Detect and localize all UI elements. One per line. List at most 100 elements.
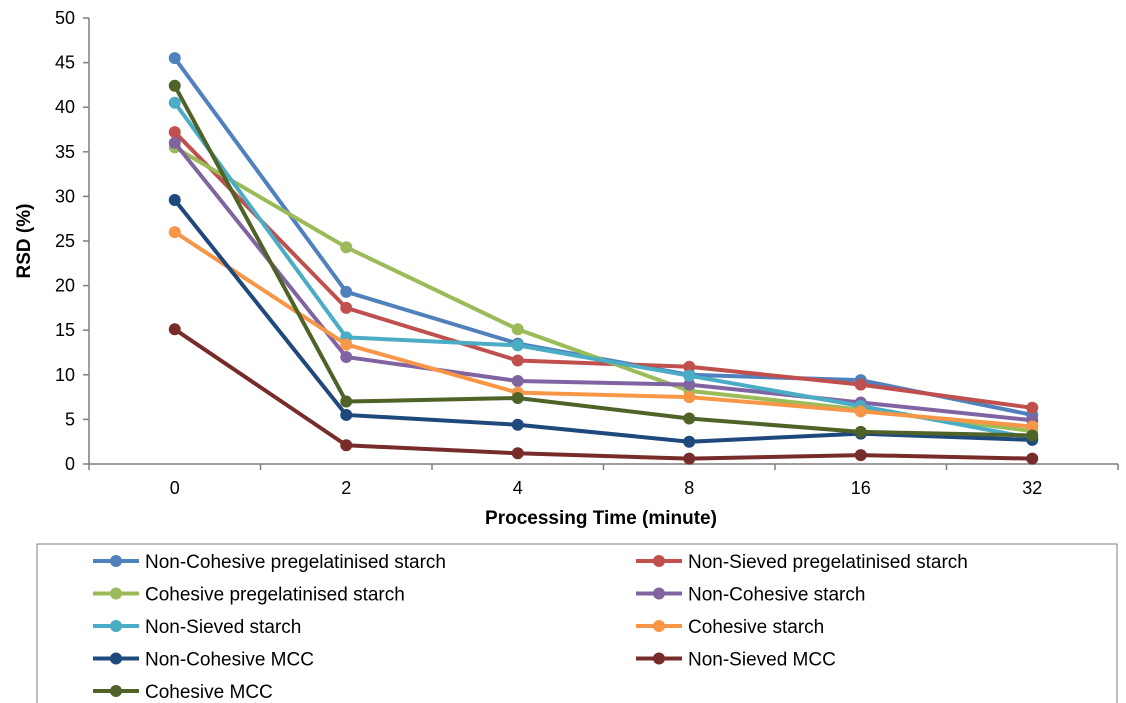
legend-label: Cohesive pregelatinised starch: [145, 585, 405, 606]
legend-item: Non-Cohesive pregelatinised starch: [93, 552, 446, 573]
legend-item: Non-Cohesive starch: [636, 585, 865, 606]
series-line: [173, 198, 1033, 444]
legend-box: [36, 543, 1118, 703]
x-tick-label: 16: [851, 478, 871, 498]
legend-marker: [110, 555, 122, 567]
legend-item: Cohesive pregelatinised starch: [93, 585, 405, 606]
series-9: [168, 79, 1039, 442]
data-point: [168, 136, 181, 149]
data-point: [340, 350, 353, 363]
data-point: [1026, 429, 1039, 442]
legend-label: Cohesive starch: [688, 617, 824, 638]
data-point: [683, 452, 696, 465]
y-tick-label: 20: [55, 276, 75, 296]
legend-marker: [653, 587, 665, 600]
data-point: [683, 391, 696, 404]
x-tick-label: 2: [341, 478, 351, 498]
data-point: [168, 323, 181, 336]
x-tick-label: 8: [684, 478, 694, 498]
data-point: [340, 395, 353, 408]
series-line: [173, 230, 1033, 429]
legend-label: Non-Cohesive MCC: [145, 650, 314, 671]
data-point: [854, 405, 867, 418]
y-tick-label: 50: [55, 8, 75, 28]
y-axis-title: RSD (%): [14, 204, 35, 279]
legend-label: Non-Sieved MCC: [688, 650, 836, 671]
y-tick-label: 10: [55, 365, 75, 385]
x-tick-label: 0: [170, 478, 180, 498]
legend-marker: [653, 555, 665, 567]
legend-marker: [110, 620, 122, 632]
series-line: [172, 84, 1033, 438]
y-tick-label: 25: [55, 231, 75, 251]
data-point: [511, 447, 524, 460]
data-point: [1026, 452, 1039, 465]
data-point: [683, 360, 696, 373]
y-axis-ticks: 0 5 10 15 20 25 30 35 40 45 50: [55, 8, 89, 474]
legend-label: Non-Cohesive starch: [688, 585, 865, 606]
series-4: [168, 136, 1039, 427]
data-point: [168, 193, 181, 206]
x-axis-title: Processing Time (minute): [485, 508, 717, 529]
legend-label: Cohesive MCC: [145, 682, 273, 703]
data-point: [340, 285, 353, 298]
legend: Non-Cohesive pregelatinised starch Non-Si…: [93, 552, 968, 703]
series-line: [173, 101, 1033, 441]
legend-label: Non-Sieved pregelatinised starch: [688, 552, 968, 573]
series-8: [168, 323, 1039, 465]
data-point: [854, 378, 867, 391]
data-point: [168, 52, 181, 65]
legend-item: Cohesive MCC: [93, 682, 273, 703]
x-tick-label: 32: [1022, 478, 1042, 498]
series-line: [173, 141, 1033, 423]
y-tick-label: 0: [65, 454, 75, 474]
legend-item: Non-Sieved MCC: [636, 650, 836, 671]
data-point: [683, 369, 696, 382]
x-axis-ticks: 0 2 4 8 16 32: [88, 464, 1119, 498]
data-point: [168, 79, 181, 92]
data-point: [1026, 401, 1039, 414]
y-tick-label: 45: [55, 53, 75, 73]
legend-marker: [110, 685, 122, 697]
y-tick-label: 35: [55, 142, 75, 162]
data-point: [511, 354, 524, 367]
legend-marker: [653, 620, 665, 632]
data-point: [340, 439, 353, 452]
data-point: [1026, 420, 1039, 433]
legend-marker: [110, 587, 122, 600]
data-point: [511, 391, 524, 404]
legend-item: Non-Cohesive MCC: [93, 650, 314, 671]
series-2: [168, 126, 1039, 414]
legend-marker: [653, 652, 665, 665]
data-point: [340, 408, 353, 421]
legend-item: Cohesive starch: [636, 617, 824, 638]
data-point: [683, 435, 696, 448]
data-point: [683, 412, 696, 425]
data-point: [511, 418, 524, 431]
series-line: [173, 327, 1033, 461]
legend-marker: [110, 652, 122, 665]
y-tick-label: 5: [65, 409, 75, 429]
legend-item: Non-Sieved pregelatinised starch: [636, 552, 968, 573]
data-point: [854, 449, 867, 462]
y-tick-label: 40: [55, 97, 75, 117]
data-point: [168, 96, 181, 109]
legend-label: Non-Sieved starch: [145, 617, 301, 638]
legend-item: Non-Sieved starch: [93, 617, 301, 638]
data-point: [168, 126, 181, 139]
data-point: [511, 323, 524, 336]
y-tick-label: 15: [55, 320, 75, 340]
legend-label: Non-Cohesive pregelatinised starch: [145, 552, 446, 573]
series-line: [173, 130, 1033, 410]
data-point: [340, 338, 353, 351]
x-tick-label: 4: [513, 478, 523, 498]
data-point: [854, 425, 867, 438]
data-point: [340, 301, 353, 314]
series-lines: [168, 52, 1039, 465]
data-point: [168, 226, 181, 239]
data-point: [340, 241, 353, 254]
y-tick-label: 30: [55, 186, 75, 206]
data-point: [683, 378, 696, 391]
data-point: [511, 339, 524, 352]
